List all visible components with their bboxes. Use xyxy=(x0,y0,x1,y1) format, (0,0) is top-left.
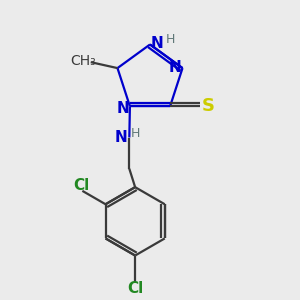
Text: H: H xyxy=(131,127,140,140)
Text: N: N xyxy=(151,36,164,51)
Text: Cl: Cl xyxy=(74,178,90,193)
Text: H: H xyxy=(166,33,175,46)
Text: Cl: Cl xyxy=(127,281,143,296)
Text: CH₃: CH₃ xyxy=(70,54,96,68)
Text: S: S xyxy=(202,97,214,115)
Text: N: N xyxy=(169,60,182,75)
Text: N: N xyxy=(117,101,130,116)
Text: N: N xyxy=(115,130,128,145)
